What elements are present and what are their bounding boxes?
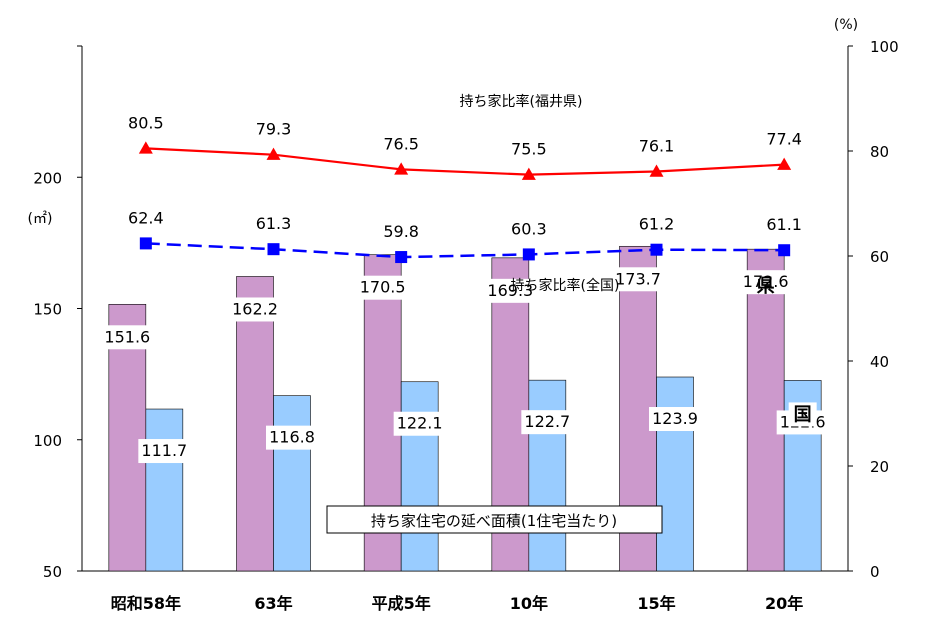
line-value-label: 61.3: [256, 214, 292, 233]
bar-label-bg: [266, 425, 318, 450]
line-marker: [778, 244, 791, 257]
bar-label-bg: [788, 402, 817, 427]
bar-labels: 151.6 111.7 162.2 116.8 170.5 122.1 169.3 122.7…: [101, 267, 829, 464]
right-axis-tick-label: 40: [870, 353, 889, 371]
line-marker: [394, 162, 409, 175]
line-value-label: 75.5: [511, 140, 547, 159]
line-series-label: 持ち家比率(福井県): [460, 93, 583, 110]
x-axis-tick-label: 昭和58年: [111, 594, 181, 613]
x-axis-tick-label: 10年: [510, 594, 548, 613]
right-axis-tick-label: 20: [870, 458, 889, 476]
lines: [138, 141, 792, 264]
bar-value-label: 169.3: [487, 281, 533, 300]
line-value-label: 59.8: [383, 222, 419, 241]
bar-national: [528, 379, 567, 572]
bar-national: [400, 381, 439, 572]
line-value-label: 62.4: [128, 208, 164, 227]
bar-value-label: 173.7: [615, 269, 661, 288]
bar-legend-label: 持ち家住宅の延べ面積(1住宅当たり): [371, 512, 617, 530]
line-marker: [650, 243, 663, 256]
line-prefecture: [145, 147, 785, 176]
bar-national: [273, 395, 311, 572]
bar-label-bg: [612, 267, 664, 292]
bar-value-label: 116.8: [269, 428, 315, 447]
bar-prefecture: [236, 276, 274, 572]
line-value-label: 61.2: [639, 215, 675, 234]
line-marker: [138, 141, 153, 154]
bar-label-bg: [521, 410, 574, 435]
line-marker: [649, 164, 664, 177]
line-marker: [395, 251, 408, 264]
bar-label-bg: [229, 297, 281, 322]
line-national: [145, 242, 785, 259]
bar-label-bg: [739, 270, 792, 295]
bar-label-bg: [484, 278, 537, 303]
bar-value-label: 151.6: [104, 327, 150, 346]
bar-legend-box: [326, 505, 663, 534]
right-axis-unit: (%): [834, 17, 858, 33]
line-labels: 80.5 79.3 76.5 75.5 76.1 77.4 62.4 61.3 59.8 60.3…: [128, 113, 802, 241]
bar-label-bg: [138, 439, 191, 464]
line-marker: [267, 243, 280, 256]
line-value-label: 77.4: [766, 130, 802, 149]
line-series-label: 持ち家比率(全国): [511, 277, 620, 294]
bar-national: [145, 408, 184, 572]
x-axis-tick-label: 63年: [254, 594, 292, 613]
bar-value-label: 172.6: [743, 272, 789, 291]
left-axis-tick-label: 50: [43, 563, 62, 581]
bar-series-label: 国: [794, 404, 812, 425]
line-value-label: 79.3: [256, 120, 292, 139]
right-axis-tick-label: 0: [870, 563, 880, 581]
x-axis-tick-label: 平成5年: [372, 594, 431, 613]
bar-label-bg: [393, 411, 446, 436]
line-value-label: 80.5: [128, 113, 164, 132]
bar-value-label: 122.1: [397, 414, 443, 433]
bar-value-label: 123.9: [652, 409, 698, 428]
line-marker: [777, 157, 792, 170]
x-axis-tick-label: 20年: [765, 594, 803, 613]
bar-value-label: 111.7: [141, 441, 187, 460]
left-axis-tick-label: 150: [33, 301, 62, 319]
line-value-label: 61.1: [766, 215, 802, 234]
line-marker: [139, 237, 152, 250]
line-marker: [521, 167, 536, 180]
bar-prefecture: [746, 248, 785, 572]
right-axis-tick-label: 60: [870, 248, 889, 266]
right-axis-tick-label: 80: [870, 143, 889, 161]
line-value-label: 76.1: [639, 136, 675, 155]
bar-value-label: 122.7: [524, 412, 570, 431]
line-value-label: 60.3: [511, 219, 547, 238]
left-axis-unit: (㎡): [28, 211, 53, 227]
annotations: 持ち家住宅の延べ面積(1住宅当たり) 持ち家比率(福井県) 持ち家比率(全国): [326, 93, 663, 534]
axes: 50 100 150 200 (㎡) 0 20 40 60 80 100 (%) 昭和58年 63年 平成5…: [28, 17, 899, 613]
bar-label-bg: [101, 325, 154, 350]
bar-label-bg: [649, 407, 701, 432]
line-value-label: 76.5: [383, 134, 419, 153]
bar-series-label: 県: [757, 276, 775, 297]
bar-value-label: 162.2: [232, 299, 278, 318]
line-marker: [522, 248, 535, 261]
bar-value-label: 170.5: [360, 278, 406, 297]
left-axis-tick-label: 200: [33, 169, 62, 187]
line-marker: [266, 147, 281, 160]
x-axis-tick-label: 15年: [637, 594, 675, 613]
bar-label-bg: [356, 275, 409, 300]
bar-national: [656, 376, 694, 572]
right-axis-tick-label: 100: [870, 38, 899, 56]
left-axis-tick-label: 100: [33, 432, 62, 450]
